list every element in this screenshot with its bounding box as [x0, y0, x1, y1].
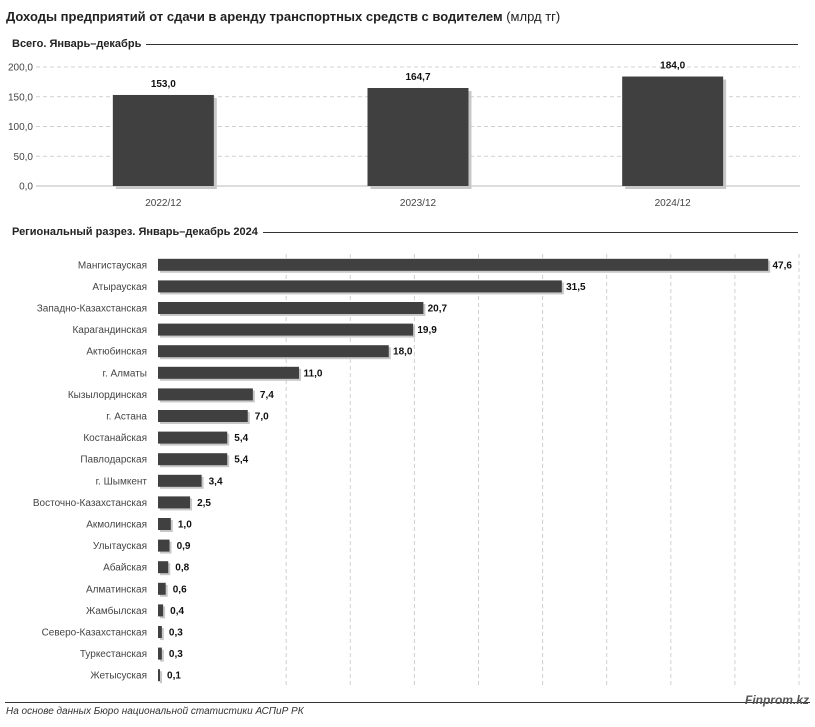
- category-label: Улытауская: [93, 541, 147, 552]
- section-title-total: Всего. Январь–декабрь: [12, 37, 147, 51]
- bar: [158, 302, 424, 314]
- footer-rule: [5, 702, 810, 703]
- bar: [158, 474, 202, 487]
- bar-shadow: [160, 671, 162, 684]
- data-label: 7,0: [255, 412, 269, 423]
- category-label: Мангистауская: [78, 260, 147, 271]
- category-label: г. Алматы: [103, 368, 147, 379]
- category-label: Атырауская: [92, 282, 147, 293]
- bar: [367, 88, 469, 186]
- title-unit: (млрд тг): [506, 9, 561, 24]
- category-label: Жамбылская: [86, 605, 147, 617]
- section-title-regional: Региональный разрез. Январь–декабрь 2024: [12, 225, 263, 239]
- bar: [158, 561, 169, 574]
- x-tick-label: 2023/12: [400, 198, 437, 209]
- data-label: 0,3: [169, 649, 183, 660]
- data-label: 0,6: [173, 584, 187, 595]
- data-label: 2,5: [197, 498, 211, 509]
- category-label: Алматинская: [86, 584, 147, 595]
- total-bar-chart: 0,0 50,0 100,0 150,0 200,0 153,0 2022/12 164,7 2…: [8, 61, 800, 209]
- x-tick-label: 2022/12: [145, 198, 182, 209]
- category-label: Актюбинская: [86, 346, 147, 358]
- category-label: г. Астана: [106, 412, 147, 423]
- x-tick-label: 2024/12: [655, 198, 692, 209]
- bar: [158, 496, 191, 509]
- bar: [158, 453, 228, 466]
- bar: [158, 258, 769, 271]
- bar: [158, 431, 228, 444]
- data-label: 5,4: [234, 433, 248, 444]
- y-tick-label: 50,0: [14, 152, 34, 163]
- source-note: На основе данных Бюро национальной стати…: [6, 706, 304, 717]
- bar: [158, 280, 562, 293]
- data-label: 47,6: [772, 260, 792, 271]
- data-label: 0,9: [177, 541, 191, 552]
- data-label: 20,7: [428, 304, 448, 315]
- y-tick-label: 0,0: [19, 182, 33, 193]
- bar: [158, 388, 253, 401]
- category-label: Туркестанская: [80, 649, 147, 660]
- bar: [158, 604, 164, 617]
- data-label: 11,0: [304, 368, 323, 379]
- y-tick-label: 150,0: [8, 92, 33, 103]
- category-label: г. Шымкент: [96, 476, 148, 487]
- bar: [158, 539, 170, 552]
- data-label: 184,0: [660, 61, 685, 72]
- bar: [112, 94, 214, 186]
- bar-shadow: [160, 649, 164, 662]
- category-label: Абайская: [103, 562, 147, 574]
- bar: [158, 626, 162, 638]
- bar: [158, 669, 160, 682]
- y-tick-label: 200,0: [8, 63, 33, 74]
- data-label: 5,4: [234, 455, 248, 466]
- data-label: 3,4: [209, 476, 223, 487]
- bar: [158, 518, 171, 530]
- bar: [158, 647, 162, 660]
- category-label: Северо-Казахстанская: [42, 628, 147, 639]
- data-label: 0,4: [170, 606, 184, 617]
- title-main: Доходы предприятий от сдачи в аренду тра…: [6, 9, 503, 24]
- section-rule-regional: [14, 232, 798, 233]
- bar-shadow: [160, 628, 164, 640]
- data-label: 1,0: [178, 520, 192, 531]
- bar: [622, 76, 724, 186]
- data-label: 164,7: [405, 72, 430, 83]
- category-label: Павлодарская: [80, 455, 147, 466]
- category-label: Восточно-Казахстанская: [33, 498, 147, 509]
- bar: [158, 366, 300, 379]
- bar: [158, 582, 166, 595]
- data-label: 0,8: [175, 563, 189, 574]
- category-label: Жетысуская: [90, 671, 147, 682]
- data-label: 19,9: [417, 325, 437, 336]
- bar: [158, 345, 389, 358]
- data-label: 7,4: [260, 390, 274, 401]
- category-label: Акмолинская: [86, 520, 147, 531]
- data-label: 31,5: [566, 282, 586, 293]
- category-label: Костанайская: [83, 433, 147, 444]
- brand-logo: Finprom.kz: [744, 693, 809, 707]
- data-label: 0,3: [169, 628, 183, 639]
- category-label: Кызылординская: [68, 390, 147, 401]
- bar: [158, 410, 248, 422]
- chart-title: Доходы предприятий от сдачи в аренду тра…: [6, 9, 560, 25]
- data-label: 153,0: [151, 79, 176, 90]
- section-rule-total: [14, 44, 798, 45]
- y-tick-label: 100,0: [8, 122, 33, 133]
- data-label: 18,0: [393, 347, 413, 358]
- bar: [158, 323, 414, 336]
- category-label: Западно-Казахстанская: [37, 304, 147, 315]
- category-label: Карагандинская: [72, 325, 147, 336]
- data-label: 0,1: [167, 671, 181, 682]
